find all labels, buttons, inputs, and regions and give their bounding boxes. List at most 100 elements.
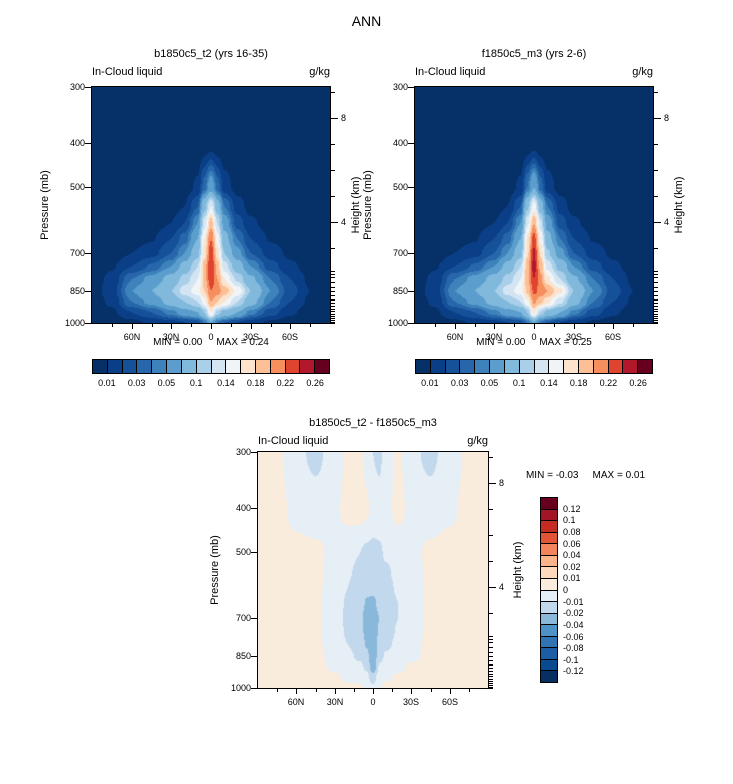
lat-minor-tick — [231, 324, 232, 327]
colorbar-label: 0.1 — [189, 378, 203, 388]
colorbar-box — [533, 360, 549, 373]
colorbar-box — [541, 589, 557, 602]
height-minor-tick — [331, 170, 335, 171]
units-label: g/kg — [632, 66, 653, 78]
pressure-tick-label: 700 — [69, 248, 85, 258]
height-minor-tick — [654, 92, 658, 93]
pressure-tick — [85, 253, 91, 254]
pressure-tick — [85, 143, 91, 144]
colorbar-box — [93, 360, 107, 373]
colorbar-box — [180, 360, 196, 373]
pressure-tick-label: 400 — [235, 503, 251, 513]
lat-minor-tick — [310, 324, 311, 327]
lat-minor-tick — [633, 324, 634, 327]
panel-title-case1: b1850c5_t2 (yrs 16-35) — [154, 48, 268, 60]
model-level-tick — [331, 295, 335, 296]
model-level-tick — [654, 314, 658, 315]
colorbar-box — [541, 531, 557, 544]
height-tick — [489, 483, 496, 484]
colorbar-label: 0.26 — [629, 378, 647, 388]
panel-title-difference: b1850c5_t2 - f1850c5_m3 — [309, 417, 437, 429]
model-level-tick — [331, 303, 335, 304]
height-minor-tick — [331, 92, 335, 93]
colorbar — [92, 359, 330, 374]
height-minor-tick — [331, 144, 335, 145]
lat-minor-tick — [594, 324, 595, 327]
model-level-tick — [489, 681, 493, 682]
lat-tick-label: 0 — [370, 697, 376, 707]
lat-minor-tick — [271, 324, 272, 327]
colorbar-label: 0.06 — [563, 538, 581, 549]
colorbar-box — [541, 508, 557, 521]
pressure-tick — [251, 656, 257, 657]
colorbar-box — [240, 360, 255, 373]
height-minor-tick — [489, 639, 493, 640]
panel-subheader-case1: In-Cloud liquid g/kg — [92, 66, 330, 78]
lat-minor-tick — [392, 689, 393, 692]
contour-plot-case1 — [91, 86, 331, 324]
units-label: g/kg — [467, 435, 488, 447]
pressure-axis-label: Pressure (mb) — [39, 170, 51, 240]
colorbar-label: 0.12 — [563, 503, 581, 514]
lat-tick-label: 30S — [565, 332, 582, 342]
max-label: MAX = 0.24 — [216, 337, 269, 348]
field-name-label: In-Cloud liquid — [258, 435, 329, 447]
lat-tick — [574, 324, 575, 329]
height-axis-label: Height (km) — [673, 176, 685, 234]
lat-tick-label: 30N — [485, 332, 503, 342]
model-level-tick — [489, 688, 493, 689]
colorbar-label: 0.01 — [98, 378, 116, 388]
model-level-tick — [331, 309, 335, 310]
height-minor-tick — [489, 509, 493, 510]
min-label: MIN = -0.03 — [525, 470, 579, 481]
lat-tick — [534, 324, 535, 329]
model-level-tick — [489, 687, 493, 688]
colorbar-box — [541, 498, 557, 509]
pressure-tick-label: 700 — [392, 248, 408, 258]
height-tick-label: 4 — [664, 217, 670, 227]
minmax-label-case1: MIN = 0.00 MAX = 0.24 — [92, 337, 330, 348]
pressure-tick — [251, 552, 257, 553]
height-minor-tick — [331, 274, 335, 275]
model-level-tick — [654, 291, 658, 292]
colorbar-box — [518, 360, 534, 373]
height-tick-label: 8 — [664, 113, 670, 123]
colorbar-box — [541, 601, 557, 613]
colorbar-box — [563, 360, 578, 373]
model-level-tick — [331, 323, 335, 324]
units-label: g/kg — [309, 66, 330, 78]
colorbar — [415, 359, 653, 374]
lat-minor-tick — [431, 689, 432, 692]
colorbar-label: 0.18 — [569, 378, 588, 388]
lat-tick — [373, 689, 374, 694]
height-minor-tick — [654, 170, 658, 171]
model-level-tick — [331, 322, 335, 323]
colorbar-label: 0.05 — [157, 378, 176, 388]
lat-tick — [335, 689, 336, 694]
colorbar-box — [151, 360, 167, 373]
contour-canvas-case1 — [92, 87, 330, 323]
panel-subheader-difference: In-Cloud liquid g/kg — [258, 435, 488, 447]
colorbar-label: 0.01 — [563, 573, 581, 584]
lat-tick-label: 30N — [326, 697, 344, 707]
field-name-label: In-Cloud liquid — [415, 66, 486, 78]
model-level-tick — [654, 306, 658, 307]
height-tick — [654, 222, 661, 223]
height-tick-label: 4 — [341, 217, 347, 227]
model-level-tick — [489, 668, 493, 669]
colorbar-label: -0.04 — [563, 619, 584, 630]
colorbar-label: 0.14 — [540, 378, 558, 388]
model-level-tick — [331, 299, 335, 300]
pressure-tick — [408, 323, 414, 324]
lat-tick — [494, 324, 495, 329]
colorbar-box — [541, 624, 557, 636]
pressure-tick-label: 500 — [69, 182, 85, 192]
model-level-tick — [331, 291, 335, 292]
lat-tick-label: 60S — [441, 697, 458, 707]
model-level-tick — [489, 685, 493, 686]
colorbar-label: 0.18 — [246, 378, 265, 388]
model-level-tick — [654, 322, 658, 323]
contour-canvas-case2 — [415, 87, 653, 323]
model-level-tick — [489, 676, 493, 677]
height-axis-label: Height (km) — [512, 541, 524, 599]
